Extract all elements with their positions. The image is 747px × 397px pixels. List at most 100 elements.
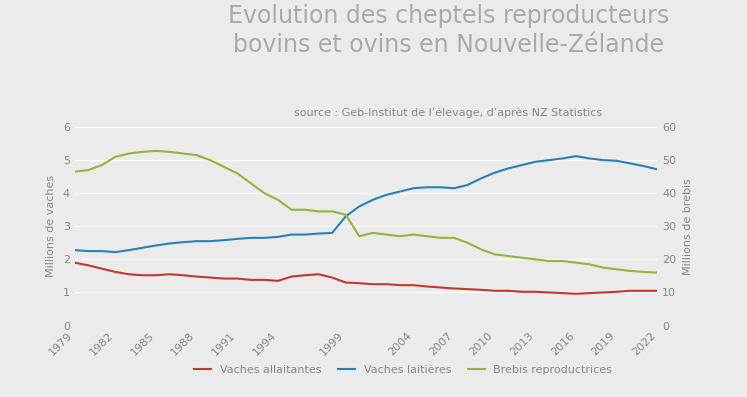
Vaches laitières [518, 163, 527, 168]
Vaches allaitantes [598, 290, 607, 295]
Vaches laitières [152, 243, 161, 248]
Vaches allaitantes [111, 270, 120, 274]
Brebis reproductrices [423, 234, 432, 239]
Vaches allaitantes [220, 276, 229, 281]
Vaches laitières [626, 161, 635, 166]
Brebis reproductrices [165, 150, 174, 154]
Brebis reproductrices [273, 197, 282, 202]
Vaches allaitantes [653, 288, 662, 293]
Brebis reproductrices [355, 234, 364, 239]
Vaches laitières [273, 235, 282, 239]
Vaches allaitantes [247, 278, 255, 282]
Brebis reproductrices [598, 265, 607, 270]
Vaches allaitantes [233, 276, 242, 281]
Vaches allaitantes [423, 284, 432, 289]
Line: Vaches laitières: Vaches laitières [75, 156, 657, 252]
Brebis reproductrices [503, 254, 512, 258]
Text: Evolution des cheptels reproducteurs
bovins et ovins en Nouvelle-Zélande: Evolution des cheptels reproducteurs bov… [228, 4, 669, 57]
Vaches laitières [192, 239, 201, 244]
Brebis reproductrices [545, 259, 554, 264]
Vaches laitières [477, 176, 486, 181]
Vaches allaitantes [477, 287, 486, 292]
Vaches laitières [138, 245, 147, 250]
Brebis reproductrices [328, 209, 337, 214]
Vaches allaitantes [165, 272, 174, 277]
Brebis reproductrices [314, 209, 323, 214]
Brebis reproductrices [152, 148, 161, 153]
Vaches allaitantes [518, 289, 527, 294]
Brebis reproductrices [247, 181, 255, 186]
Brebis reproductrices [341, 212, 350, 217]
Brebis reproductrices [558, 259, 567, 264]
Vaches laitières [423, 185, 432, 190]
Vaches allaitantes [395, 283, 404, 287]
Brebis reproductrices [626, 269, 635, 274]
Vaches allaitantes [97, 266, 106, 271]
Vaches laitières [436, 185, 445, 190]
Brebis reproductrices [531, 257, 540, 262]
Brebis reproductrices [233, 171, 242, 176]
Vaches allaitantes [450, 286, 459, 291]
Brebis reproductrices [450, 235, 459, 240]
Vaches laitières [585, 156, 594, 161]
Vaches allaitantes [192, 274, 201, 279]
Brebis reproductrices [518, 255, 527, 260]
Brebis reproductrices [300, 207, 309, 212]
Vaches allaitantes [314, 272, 323, 277]
Vaches laitières [314, 231, 323, 236]
Vaches laitières [382, 193, 391, 197]
Vaches allaitantes [287, 274, 296, 279]
Vaches laitières [233, 237, 242, 241]
Vaches allaitantes [463, 287, 472, 291]
Brebis reproductrices [585, 262, 594, 267]
Vaches allaitantes [368, 282, 377, 287]
Vaches laitières [368, 197, 377, 202]
Brebis reproductrices [179, 151, 187, 156]
Vaches laitières [125, 248, 134, 252]
Brebis reproductrices [571, 260, 580, 265]
Brebis reproductrices [205, 158, 214, 162]
Brebis reproductrices [287, 207, 296, 212]
Vaches allaitantes [341, 280, 350, 285]
Y-axis label: Millions de vaches: Millions de vaches [46, 175, 56, 278]
Y-axis label: Millions de brebis: Millions de brebis [684, 178, 693, 275]
Brebis reproductrices [463, 241, 472, 245]
Brebis reproductrices [436, 235, 445, 240]
Vaches allaitantes [545, 290, 554, 295]
Vaches allaitantes [571, 291, 580, 296]
Vaches laitières [165, 241, 174, 246]
Vaches laitières [84, 249, 93, 254]
Brebis reproductrices [653, 270, 662, 275]
Text: source : Geb-Institut de l’élevage, d’après NZ Statistics: source : Geb-Institut de l’élevage, d’ap… [294, 107, 602, 118]
Vaches laitières [613, 158, 622, 163]
Vaches allaitantes [613, 289, 622, 294]
Brebis reproductrices [477, 247, 486, 252]
Vaches allaitantes [179, 273, 187, 278]
Vaches allaitantes [300, 273, 309, 278]
Brebis reproductrices [70, 170, 79, 174]
Brebis reproductrices [111, 154, 120, 159]
Vaches laitières [409, 186, 418, 191]
Vaches laitières [205, 239, 214, 244]
Vaches allaitantes [273, 279, 282, 283]
Vaches laitières [395, 189, 404, 194]
Brebis reproductrices [125, 151, 134, 156]
Brebis reproductrices [409, 232, 418, 237]
Brebis reproductrices [639, 270, 648, 274]
Brebis reproductrices [192, 153, 201, 158]
Vaches laitières [247, 235, 255, 240]
Vaches allaitantes [585, 291, 594, 295]
Vaches laitières [287, 232, 296, 237]
Vaches laitières [341, 214, 350, 219]
Vaches allaitantes [138, 273, 147, 278]
Vaches laitières [653, 167, 662, 172]
Brebis reproductrices [220, 164, 229, 169]
Brebis reproductrices [382, 232, 391, 237]
Vaches laitières [260, 235, 269, 240]
Vaches allaitantes [490, 288, 499, 293]
Vaches allaitantes [409, 283, 418, 287]
Vaches laitières [300, 232, 309, 237]
Vaches laitières [598, 158, 607, 162]
Vaches allaitantes [355, 281, 364, 285]
Vaches allaitantes [84, 263, 93, 268]
